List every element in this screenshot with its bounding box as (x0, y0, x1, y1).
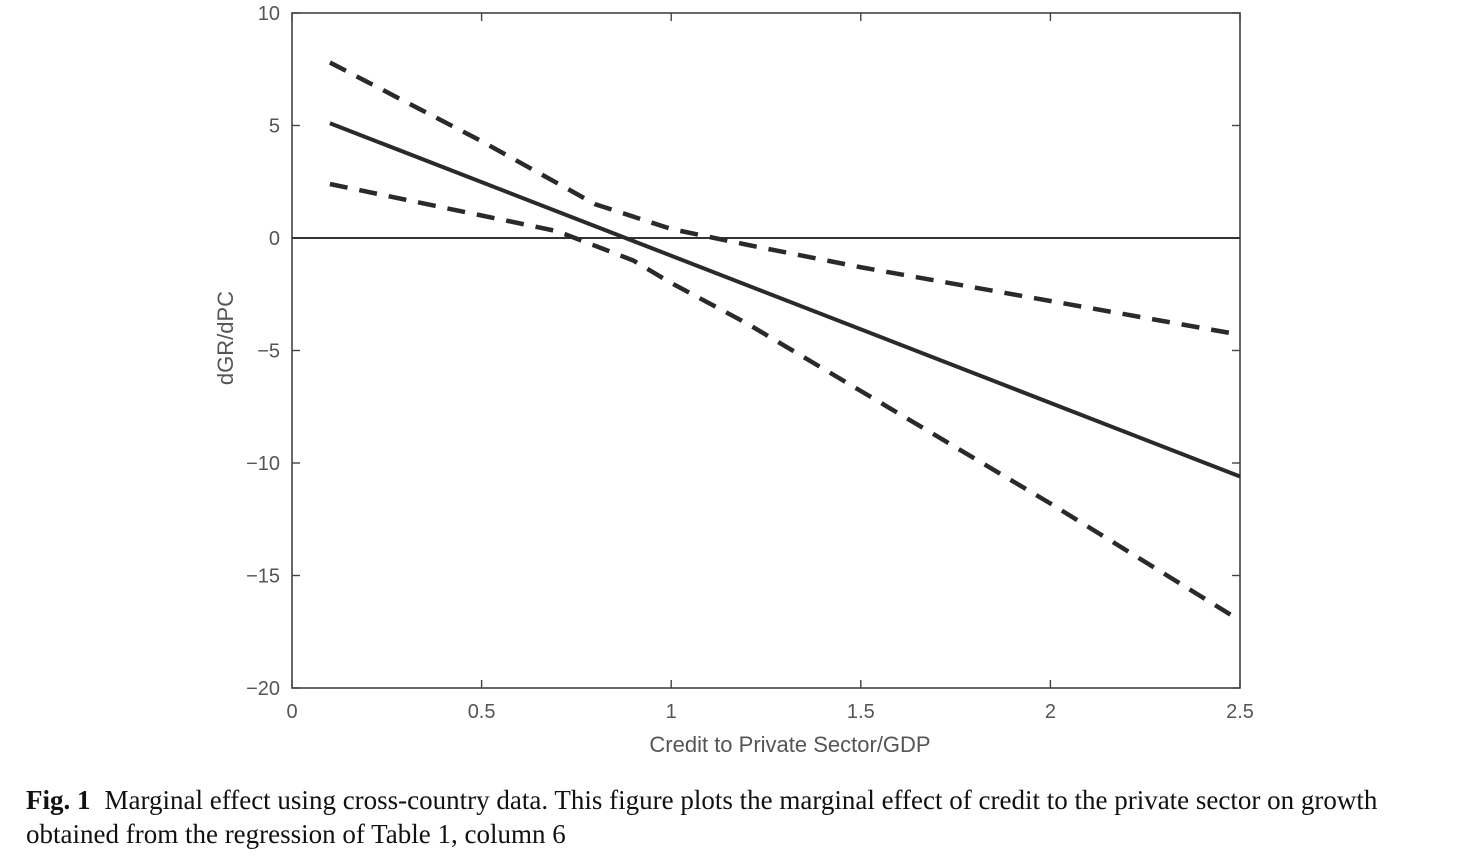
y-axis-label: dGR/dPC (213, 291, 238, 385)
figure-label: Fig. 1 (26, 785, 91, 815)
y-tick-label: 5 (269, 116, 280, 138)
y-tick-label: −10 (246, 453, 280, 475)
confidence-band-line-1 (328, 60, 1241, 337)
x-tick-label: 1.5 (847, 701, 875, 723)
y-tick-label: −5 (257, 341, 280, 363)
x-axis-label: Credit to Private Sector/GDP (649, 732, 930, 757)
y-tick-label: 0 (269, 228, 280, 250)
marginal-effect-line (329, 121, 1241, 479)
x-tick-label: 0.5 (468, 701, 496, 723)
caption-text: Marginal effect using cross-country data… (26, 785, 1378, 849)
confidence-band-line-2 (329, 181, 1242, 623)
axis-ticks (291, 12, 1241, 689)
plot-frame (291, 12, 1241, 689)
x-tick-label: 1 (666, 701, 677, 723)
marginal-effect-chart: 0 0.5 1 1.5 2 2.5 −20 −15 −10 −5 0 5 10 Credit to Pr… (213, 3, 1254, 757)
x-tick-label: 2 (1045, 701, 1056, 723)
figure-caption: Fig. 1 Marginal effect using cross-countr… (26, 783, 1456, 851)
series-group (328, 60, 1242, 623)
y-tick-label: −15 (246, 566, 280, 588)
tick-labels: 0 0.5 1 1.5 2 2.5 −20 −15 −10 −5 0 5 10 (246, 3, 1254, 723)
x-tick-label: 0 (286, 701, 297, 723)
y-tick-label: −20 (246, 678, 280, 700)
x-tick-label: 2.5 (1226, 701, 1254, 723)
y-tick-label: 10 (258, 3, 280, 25)
